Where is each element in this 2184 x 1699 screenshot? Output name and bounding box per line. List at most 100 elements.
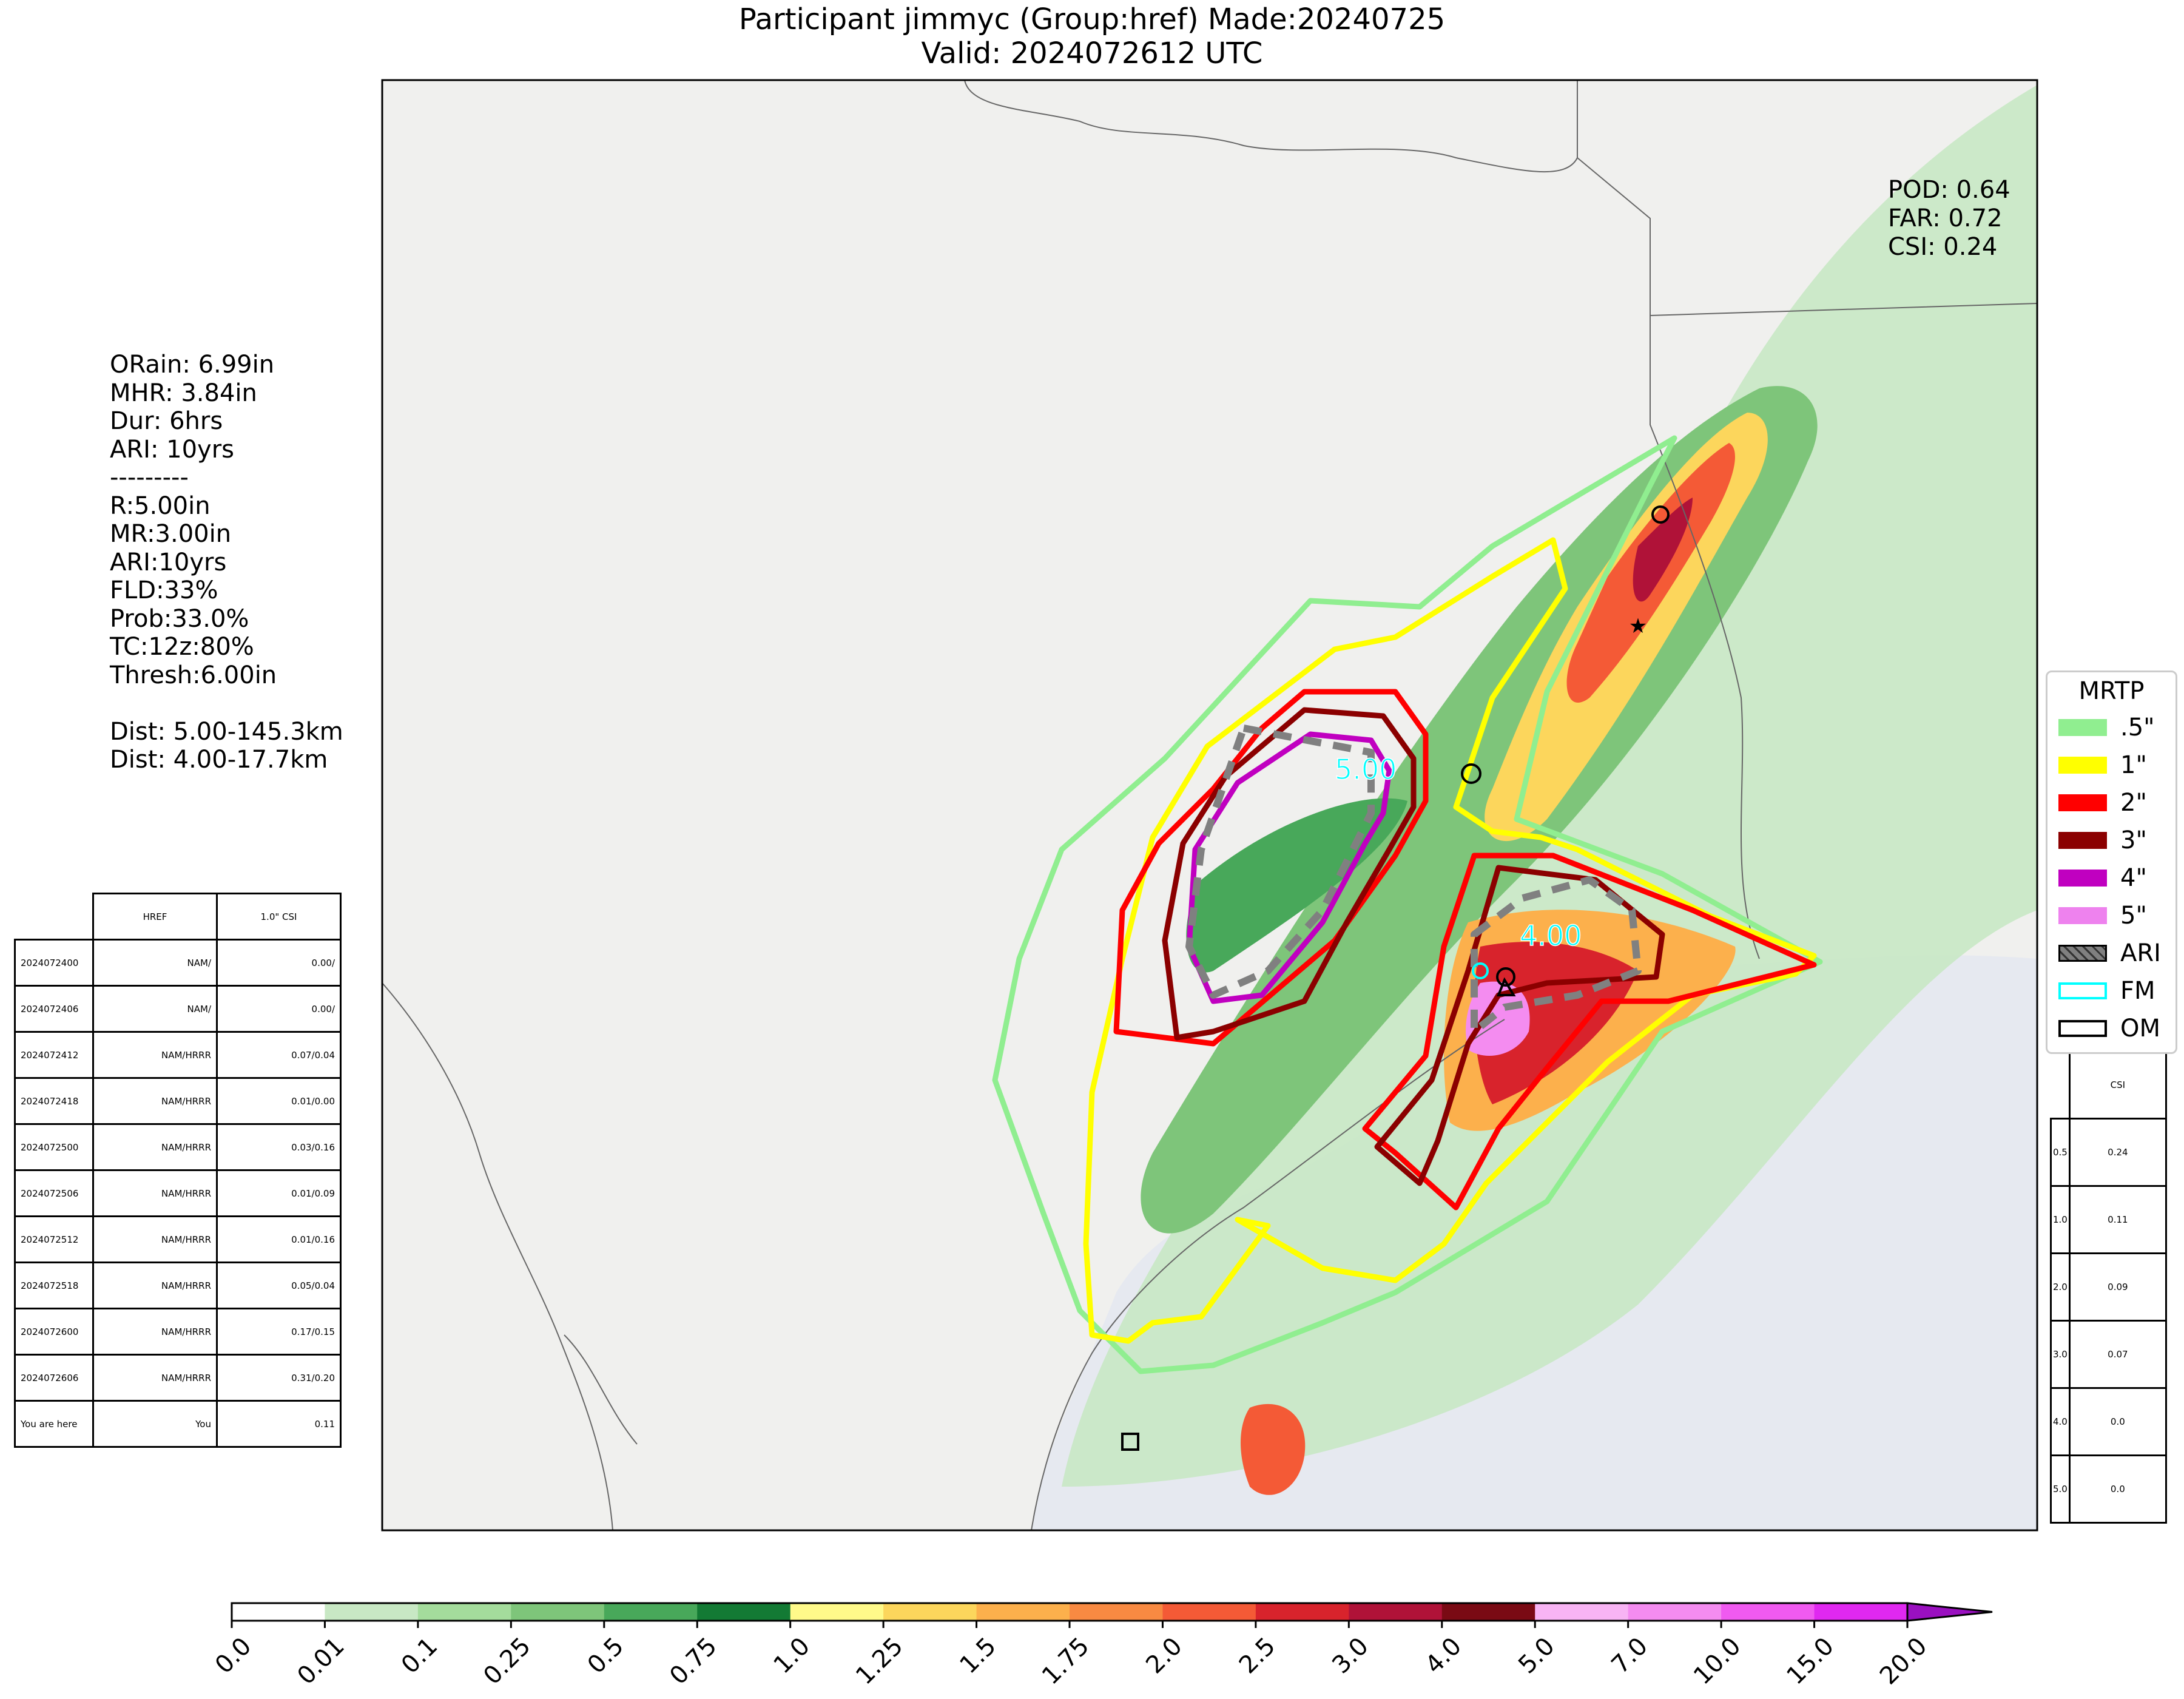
table-cell: 0.0 [2068, 1387, 2167, 1456]
table-cell: 0.0 [2068, 1454, 2167, 1524]
table-cell: NAM/HRRR [92, 1169, 218, 1217]
table-cell: 0.09 [2068, 1252, 2167, 1322]
legend-swatch [2058, 757, 2107, 774]
table-cell: NAM/HRRR [92, 1308, 218, 1356]
table-cell: 0.24 [2068, 1118, 2167, 1187]
table-cell: 0.5 [2050, 1118, 2071, 1187]
table-cell: 0.07 [2068, 1320, 2167, 1389]
table-cell: 2024072606 [14, 1354, 94, 1402]
table-cell: 2024072406 [14, 985, 94, 1033]
table-row: 2024072412 NAM/HRRR 0.07/0.04 [14, 1031, 342, 1079]
table-row: 4.0 0.0 [2050, 1387, 2167, 1456]
table-cell: 2024072400 [14, 939, 94, 987]
table-cell: 0.07/0.04 [216, 1031, 342, 1079]
table-cell: 0.17/0.15 [216, 1308, 342, 1356]
table-cell: 2024072512 [14, 1215, 94, 1263]
legend-item: .5" [2048, 709, 2176, 746]
table-cell: 0.31/0.20 [216, 1354, 342, 1402]
threshold-csi-table: CSI 0.5 0.24 1.0 0.11 2.0 0.09 3.0 0.07 4.0 0.0 5.0… [2050, 1050, 2167, 1524]
contour-label-5: 5.00 [1335, 753, 1397, 786]
table-row: 2024072606 NAM/HRRR 0.31/0.20 [14, 1354, 342, 1402]
legend-label: ARI [2120, 939, 2161, 967]
legend-label: 2" [2120, 789, 2147, 817]
table-cell: 1.0 [2050, 1185, 2071, 1254]
table-cell: You are here [14, 1400, 94, 1448]
table-cell: 2024072412 [14, 1031, 94, 1079]
table-cell: 0.01/0.09 [216, 1169, 342, 1217]
table-row: 2024072400 NAM/0.00/ [14, 939, 342, 987]
svg-text:★: ★ [1629, 614, 1647, 638]
contour-label-4: 4.00 [1520, 919, 1582, 952]
table-row: 2024072506 NAM/HRRR 0.01/0.09 [14, 1169, 342, 1217]
legend-swatch [2058, 794, 2107, 811]
legend-item: 3" [2048, 822, 2176, 859]
table-cell: 0.01/0.16 [216, 1215, 342, 1263]
table-row: 3.0 0.07 [2050, 1320, 2167, 1389]
table-cell: 4.0 [2050, 1387, 2071, 1456]
table-header: HREF [92, 893, 218, 941]
legend-swatch [2058, 945, 2107, 962]
map-title: Participant jimmyc (Group:href) Made:202… [738, 2, 1446, 36]
stat-line: --------- [110, 464, 189, 491]
table-cell: 2024072600 [14, 1308, 94, 1356]
stat-line: ARI:10yrs [110, 548, 227, 576]
table-cell: 2024072500 [14, 1123, 94, 1171]
stat-line: Prob:33.0% [110, 604, 249, 633]
legend-item: FM [2048, 972, 2176, 1010]
stat-line: Dur: 6hrs [110, 407, 223, 435]
table-cell: 0.03/0.16 [216, 1123, 342, 1171]
table-row: 5.0 0.0 [2050, 1454, 2167, 1524]
table-cell: 2.0 [2050, 1252, 2071, 1322]
table-cell: 0.01/0.00 [216, 1077, 342, 1125]
mrtp-contours [992, 435, 1823, 1374]
table-cell: 0.00/ [216, 985, 342, 1033]
legend-item: ARI [2048, 934, 2176, 972]
stat-line: MR:3.00in [110, 520, 232, 548]
table-cell: 0.11 [216, 1400, 342, 1448]
stat-line [110, 689, 343, 718]
table-cell: 0.11 [2068, 1185, 2167, 1254]
table-header [15, 893, 94, 941]
table-row: 2024072418 NAM/HRRR 0.01/0.00 [14, 1077, 342, 1125]
table-row: 2024072518 NAM/HRRR 0.05/0.04 [14, 1262, 342, 1309]
stat-line: FLD:33% [110, 576, 218, 604]
legend-item: 4" [2048, 859, 2176, 897]
table-cell: 2024072518 [14, 1262, 94, 1309]
table-cell: 2024072418 [14, 1077, 94, 1125]
table-cell: 2024072506 [14, 1169, 94, 1217]
table-row: 2024072500 NAM/HRRR 0.03/0.16 [14, 1123, 342, 1171]
table-row: 2024072406 NAM/0.00/ [14, 985, 342, 1033]
stat-line: ARI: 10yrs [110, 435, 234, 464]
legend-item: 2" [2048, 784, 2176, 822]
table-row: 0.5 0.24 [2050, 1118, 2167, 1187]
legend-label: 5" [2120, 902, 2147, 930]
legend-swatch [2058, 982, 2107, 999]
legend-item: OM [2048, 1010, 2176, 1047]
legend-swatch [2058, 907, 2107, 924]
legend-swatch [2058, 719, 2107, 736]
legend-item: 1" [2048, 746, 2176, 784]
legend-swatch [2058, 870, 2107, 887]
legend-item: 5" [2048, 897, 2176, 934]
table-header: CSI [2068, 1050, 2167, 1120]
table-cell: NAM/HRRR [92, 1262, 218, 1309]
legend-label: 4" [2120, 864, 2147, 892]
table-header [2051, 1051, 2071, 1120]
table-cell: 3.0 [2050, 1320, 2071, 1389]
table-header: 1.0" CSI [216, 893, 342, 941]
table-cell: 0.05/0.04 [216, 1262, 342, 1309]
legend-label: 1" [2120, 751, 2147, 779]
valid-time: Valid: 2024072612 UTC [921, 36, 1263, 70]
stat-line: MHR: 3.84in [110, 379, 257, 407]
table-row: 2.0 0.09 [2050, 1252, 2167, 1322]
legend-swatch [2058, 832, 2107, 849]
legend-swatch [2058, 1020, 2107, 1037]
stat-line: TC:12z:80% [110, 633, 254, 661]
stat-line: Dist: 5.00-145.3km [110, 717, 343, 746]
legend-label: FM [2120, 977, 2155, 1005]
legend-title: MRTP [2078, 677, 2145, 705]
table-cell: NAM/HRRR [92, 1077, 218, 1125]
mrtp-legend: MRTP .5" 1" 2" 3" 4" 5" ARI FM OM [2046, 670, 2177, 1054]
table-cell: NAM/ [92, 939, 218, 987]
